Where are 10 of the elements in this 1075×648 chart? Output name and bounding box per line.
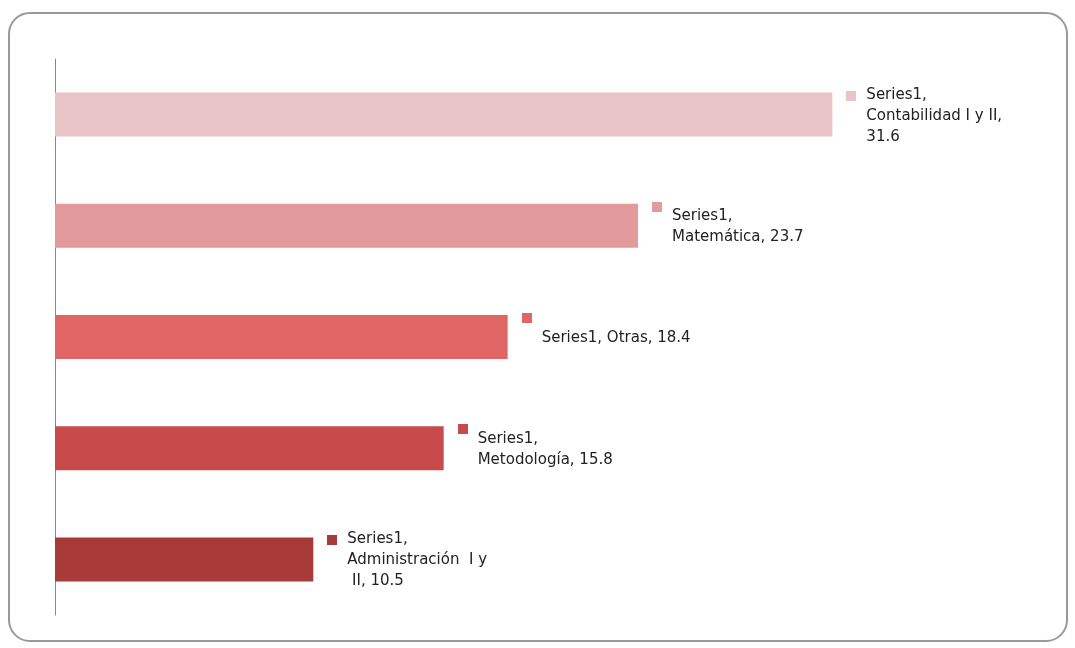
bar	[55, 203, 639, 248]
data-label: Series1, Metodología, 15.8	[477, 428, 613, 468]
data-label: Series1, Matemática, 23.7	[672, 206, 804, 246]
data-label: Series1, Contabilidad I y II, 31.6	[866, 84, 1007, 145]
data-label: Series1, Administración I y II, 10.5	[347, 529, 488, 590]
bar	[55, 92, 833, 137]
bar	[55, 315, 508, 359]
bar	[55, 426, 444, 471]
bar	[55, 537, 314, 582]
data-label: Series1, Otras, 18.4	[541, 328, 691, 346]
